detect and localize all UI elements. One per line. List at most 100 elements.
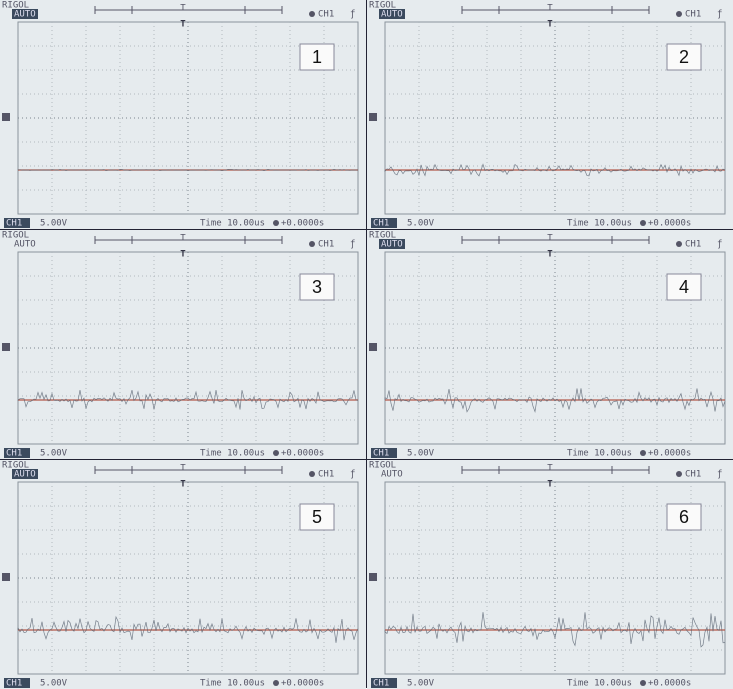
ch-box-label: CH1: [6, 219, 22, 229]
background: [367, 0, 733, 229]
ch-box: [4, 218, 30, 228]
trigger-edge: ƒ: [350, 10, 355, 20]
channel: CH1: [685, 470, 701, 480]
trigger-position: T: [180, 250, 186, 260]
noise-trace: [17, 390, 359, 410]
ground-marker: [2, 573, 10, 581]
brand: RIGOL: [369, 231, 396, 241]
offset-icon: [273, 220, 279, 226]
mode: AUTO: [14, 470, 36, 480]
trigger-marker: T: [547, 234, 553, 244]
background: [0, 460, 366, 689]
time-per-div: Time 10.00us: [200, 679, 265, 689]
trigger-edge: ƒ: [717, 240, 722, 250]
ch-box: [4, 678, 30, 688]
panel-number: 5: [312, 507, 322, 527]
trigger-marker: T: [180, 234, 186, 244]
number-box: [666, 503, 702, 531]
channel-icon: [676, 471, 682, 477]
trigger-marker: T: [547, 4, 553, 14]
mode: AUTO: [14, 240, 36, 250]
ground-marker: [369, 573, 377, 581]
offset-icon: [640, 450, 646, 456]
trigger-offset: +0.0000s: [281, 449, 324, 459]
noise-trace: [384, 612, 726, 648]
offset-icon: [273, 450, 279, 456]
mode: AUTO: [14, 10, 36, 20]
channel-icon: [309, 241, 315, 247]
mode-box: [379, 9, 405, 19]
trigger-edge: ƒ: [350, 470, 355, 480]
channel: CH1: [685, 240, 701, 250]
mode: AUTO: [381, 470, 403, 480]
time-per-div: Time 10.00us: [567, 219, 632, 229]
trigger-marker: T: [180, 464, 186, 474]
ch-box-label: CH1: [6, 679, 22, 689]
background: [0, 230, 366, 459]
channel: CH1: [318, 10, 334, 20]
number-box: [666, 43, 702, 71]
ground-marker: [369, 113, 377, 121]
volts-per-div: 5.00V: [40, 679, 68, 689]
mode-box: [12, 469, 38, 479]
panel-number: 4: [679, 277, 689, 297]
offset-icon: [640, 220, 646, 226]
volts-per-div: 5.00V: [407, 679, 435, 689]
offset-icon: [273, 680, 279, 686]
background: [367, 460, 733, 689]
time-per-div: Time 10.00us: [567, 449, 632, 459]
panel-number: 6: [679, 507, 689, 527]
trigger-position: T: [547, 250, 553, 260]
ch-box: [371, 678, 397, 688]
channel-icon: [676, 241, 682, 247]
brand: RIGOL: [369, 1, 396, 11]
noise-trace: [384, 388, 726, 413]
volts-per-div: 5.00V: [40, 219, 68, 229]
trigger-position: T: [547, 480, 553, 490]
time-per-div: Time 10.00us: [567, 679, 632, 689]
noise-trace: [384, 163, 726, 177]
trigger-position: T: [547, 20, 553, 30]
trigger-edge: ƒ: [717, 470, 722, 480]
trigger-edge: ƒ: [717, 10, 722, 20]
number-box: [299, 503, 335, 531]
channel: CH1: [685, 10, 701, 20]
volts-per-div: 5.00V: [40, 449, 68, 459]
panel-number: 1: [312, 47, 322, 67]
volts-per-div: 5.00V: [407, 449, 435, 459]
trigger-marker: T: [547, 464, 553, 474]
number-box: [299, 273, 335, 301]
ch-box-label: CH1: [373, 449, 389, 459]
trigger-offset: +0.0000s: [648, 219, 691, 229]
channel-icon: [676, 11, 682, 17]
ground-marker: [2, 113, 10, 121]
time-per-div: Time 10.00us: [200, 219, 265, 229]
ch-box: [371, 218, 397, 228]
background: [0, 0, 366, 229]
trigger-offset: +0.0000s: [648, 449, 691, 459]
trigger-offset: +0.0000s: [648, 679, 691, 689]
ch-box-label: CH1: [373, 219, 389, 229]
channel: CH1: [318, 470, 334, 480]
ground-marker: [369, 343, 377, 351]
ch-box-label: CH1: [6, 449, 22, 459]
trigger-offset: +0.0000s: [281, 219, 324, 229]
background: [367, 230, 733, 459]
trigger-position: T: [180, 20, 186, 30]
time-per-div: Time 10.00us: [200, 449, 265, 459]
noise-trace: [17, 169, 358, 171]
number-box: [666, 273, 702, 301]
trigger-offset: +0.0000s: [281, 679, 324, 689]
noise-trace: [17, 615, 359, 643]
trigger-edge: ƒ: [350, 240, 355, 250]
offset-icon: [640, 680, 646, 686]
number-box: [299, 43, 335, 71]
panel-number: 2: [679, 47, 689, 67]
ch-box: [371, 448, 397, 458]
